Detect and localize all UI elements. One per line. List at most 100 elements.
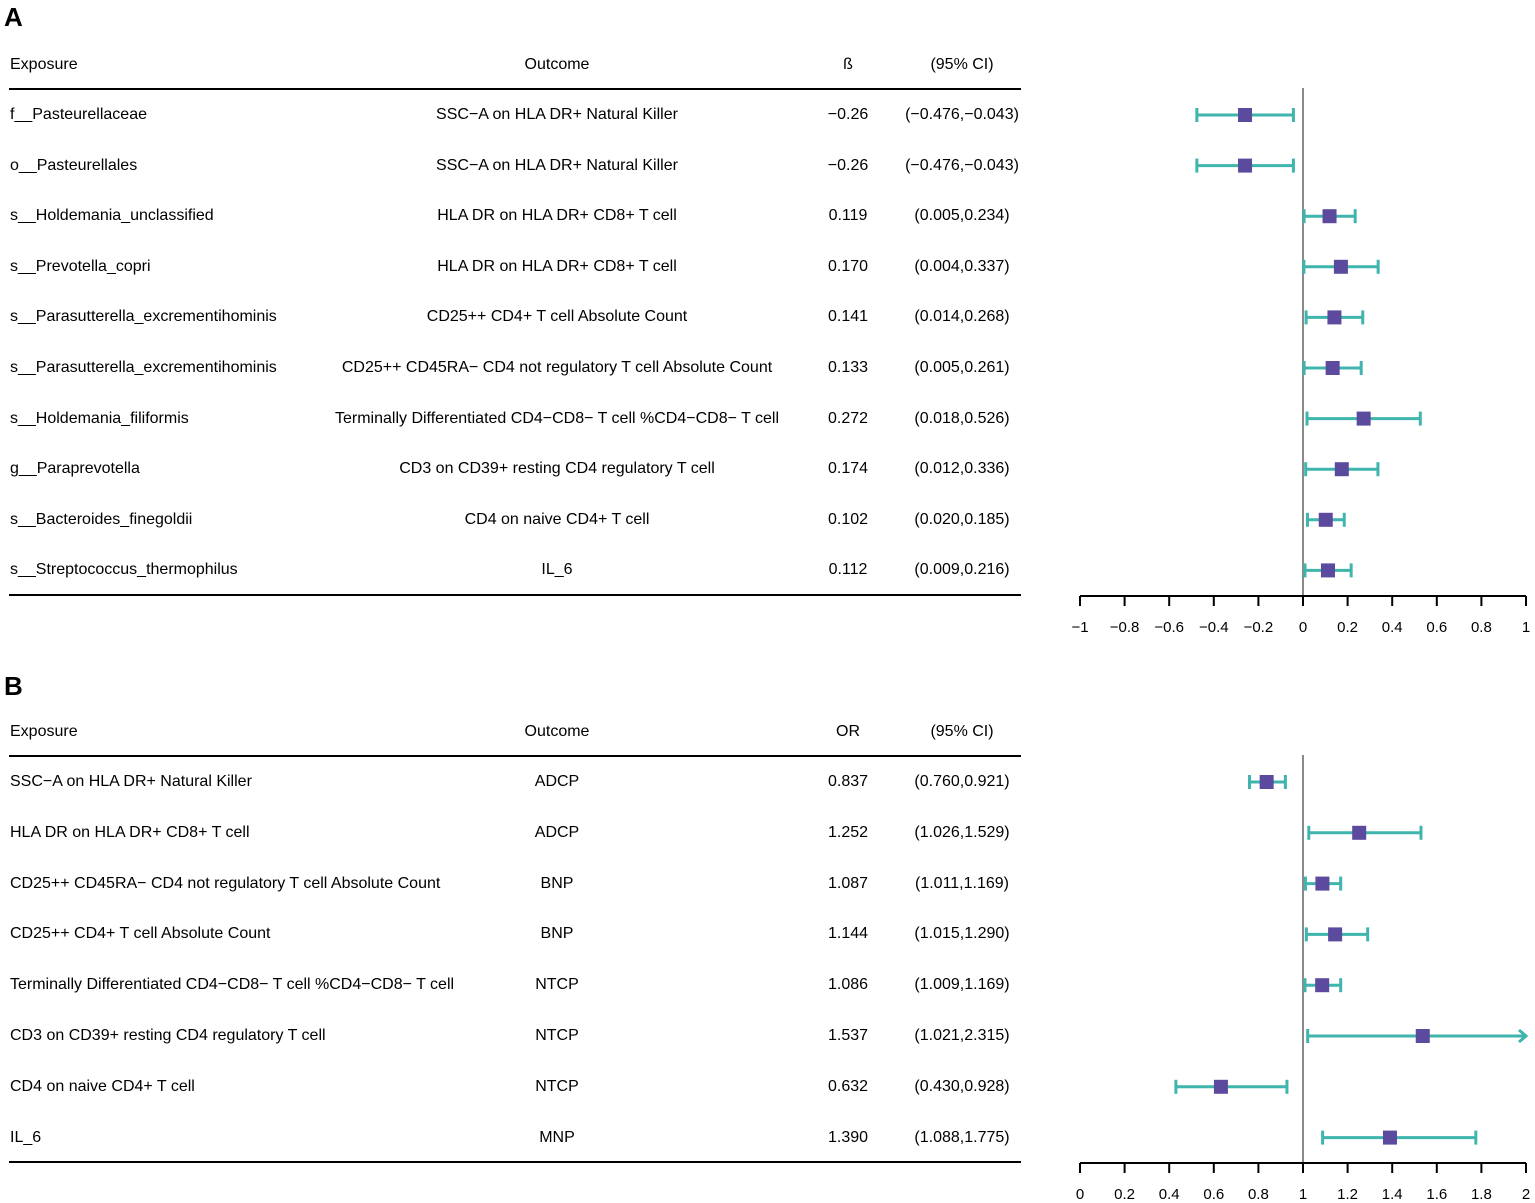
panel-a-row-1-ci: (−0.476,−0.043) bbox=[905, 106, 1019, 123]
panel-a-row-8-estimate: 0.174 bbox=[827, 460, 869, 478]
panel-b-tick-label-4: 0.6 bbox=[1203, 1186, 1224, 1203]
panel-a-row-2-outcome: SSC−A on HLA DR+ Natural Killer bbox=[436, 156, 678, 174]
panel-a-row-7-exposure: s__Holdemania_filiformis bbox=[10, 409, 189, 427]
panel-a-row-9-estimate: 0.102 bbox=[827, 510, 869, 528]
panel-b-row-6-outcome: NTCP bbox=[535, 1027, 579, 1044]
panel-a-row-10-outcome: IL_6 bbox=[541, 561, 573, 579]
panel-a-row-6-estimate: 0.133 bbox=[827, 359, 869, 376]
panel-a-header-exposure: Exposure bbox=[10, 56, 78, 73]
panel-a-row-9-ci: (0.020,0.185) bbox=[914, 510, 1010, 528]
panel-a-point-6 bbox=[1325, 361, 1340, 375]
panel-b-row-3-exposure: CD25++ CD45RA− CD4 not regulatory T cell… bbox=[10, 874, 441, 892]
panel-a-row-9-exposure: s__Bacteroides_finegoldii bbox=[10, 510, 193, 528]
panel-b-row-3-ci: (1.011,1.169) bbox=[915, 874, 1009, 892]
panel-a-row-7-estimate: 0.272 bbox=[827, 409, 869, 427]
panel-a-tick-label-11: 1 bbox=[1522, 619, 1530, 636]
panel-b-row-3-estimate: 1.087 bbox=[827, 874, 869, 892]
panel-a-row-5-ci: (0.014,0.268) bbox=[914, 308, 1010, 326]
panel-a-header-ci: (95% CI) bbox=[930, 56, 994, 73]
panel-b-row-4-exposure: CD25++ CD4+ T cell Absolute Count bbox=[10, 925, 271, 943]
panel-b-row-8-ci: (1.088,1.775) bbox=[914, 1128, 1010, 1146]
panel-a-point-1 bbox=[1238, 108, 1253, 122]
panel-a-row-1-outcome: SSC−A on HLA DR+ Natural Killer bbox=[436, 106, 678, 123]
panel-b-ci-arrow-6 bbox=[1518, 1028, 1529, 1044]
panel-a-tick-label-10: 0.8 bbox=[1471, 619, 1492, 636]
panel-b-tick-label-7: 1.2 bbox=[1337, 1186, 1358, 1203]
panel-a-tick-label-2: −0.8 bbox=[1110, 619, 1140, 636]
panel-b-row-1-exposure: SSC−A on HLA DR+ Natural Killer bbox=[10, 773, 252, 790]
panel-b-tick-label-9: 1.6 bbox=[1426, 1186, 1447, 1203]
panel-b-row-7-estimate: 0.632 bbox=[827, 1077, 869, 1095]
panel-b-tick-label-1: 0 bbox=[1076, 1186, 1084, 1203]
panel-b-point-4 bbox=[1328, 927, 1343, 942]
panel-b-point-8 bbox=[1382, 1130, 1397, 1145]
panel-a-point-4 bbox=[1333, 259, 1348, 274]
panel-a-row-9-outcome: CD4 on naive CD4+ T cell bbox=[464, 510, 650, 528]
panel-a-header-rule bbox=[9, 88, 1021, 90]
panel-b-header-ci: (95% CI) bbox=[930, 723, 994, 740]
panel-b-row-5-exposure: Terminally Differentiated CD4−CD8− T cel… bbox=[10, 976, 455, 994]
panel-a-row-7-outcome: Terminally Differentiated CD4−CD8− T cel… bbox=[334, 409, 780, 427]
panel-b-header-estimate: OR bbox=[836, 723, 860, 740]
panel-a-row-4-exposure: s__Prevotella_copri bbox=[10, 257, 151, 275]
panel-b-row-2-outcome: ADCP bbox=[534, 823, 580, 841]
panel-a-tick-label-3: −0.6 bbox=[1154, 619, 1184, 636]
panel-b-tick-label-5: 0.8 bbox=[1248, 1186, 1269, 1203]
panel-b-tick-label-6: 1 bbox=[1299, 1186, 1307, 1203]
panel-b-row-8-outcome: MNP bbox=[539, 1128, 575, 1146]
panel-b-row-2-exposure: HLA DR on HLA DR+ CD8+ T cell bbox=[10, 823, 250, 841]
panel-b-point-7 bbox=[1213, 1079, 1228, 1094]
panel-a-point-2 bbox=[1238, 158, 1253, 173]
panel-b-point-3 bbox=[1315, 876, 1330, 891]
panel-b-header-rule bbox=[9, 755, 1021, 757]
panel-a-row-8-ci: (0.012,0.336) bbox=[914, 460, 1010, 478]
panel-b-row-1-ci: (0.760,0.921) bbox=[914, 773, 1010, 790]
panel-a-row-1-estimate: −0.26 bbox=[827, 106, 869, 123]
panel-b-header-exposure: Exposure bbox=[10, 723, 78, 740]
panel-a-row-8-exposure: g__Paraprevotella bbox=[10, 460, 140, 478]
panel-b-row-4-estimate: 1.144 bbox=[827, 925, 869, 943]
panel-b-row-3-outcome: BNP bbox=[540, 874, 574, 892]
panel-a-tick-label-8: 0.4 bbox=[1382, 619, 1403, 636]
panel-b-point-2 bbox=[1352, 825, 1367, 840]
panel-a-point-9 bbox=[1318, 512, 1333, 527]
panel-a-tick-label-9: 0.6 bbox=[1426, 619, 1447, 636]
panel-a-row-7-ci: (0.018,0.526) bbox=[914, 409, 1010, 427]
panel-b-row-7-exposure: CD4 on naive CD4+ T cell bbox=[10, 1077, 195, 1095]
panel-a-row-8-outcome: CD3 on CD39+ resting CD4 regulatory T ce… bbox=[399, 460, 715, 478]
panel-b-point-6 bbox=[1415, 1029, 1430, 1043]
panel-b-row-4-ci: (1.015,1.290) bbox=[914, 925, 1010, 943]
panel-a-row-4-estimate: 0.170 bbox=[827, 257, 869, 275]
panel-b-tick-label-2: 0.2 bbox=[1114, 1186, 1135, 1203]
panel-a-point-7 bbox=[1356, 411, 1371, 426]
panel-b-tick-label-8: 1.4 bbox=[1382, 1186, 1403, 1203]
panel-b-tick-label-11: 2 bbox=[1522, 1186, 1530, 1203]
panel-b-row-8-estimate: 1.390 bbox=[827, 1128, 869, 1146]
panel-a-row-6-outcome: CD25++ CD45RA− CD4 not regulatory T cell… bbox=[341, 359, 773, 376]
panel-b-row-5-ci: (1.009,1.169) bbox=[914, 976, 1010, 994]
panel-b-row-2-estimate: 1.252 bbox=[827, 823, 869, 841]
panel-a-row-4-ci: (0.004,0.337) bbox=[914, 257, 1010, 275]
panel-a-point-5 bbox=[1327, 310, 1342, 325]
panel-b-point-5 bbox=[1315, 978, 1330, 993]
panel-b-row-4-outcome: BNP bbox=[540, 925, 574, 943]
panel-a-tick-label-1: −1 bbox=[1071, 619, 1088, 636]
panel-b-row-5-estimate: 1.086 bbox=[827, 976, 869, 994]
panel-a-row-10-exposure: s__Streptococcus_thermophilus bbox=[10, 561, 238, 579]
panel-b-header-outcome: Outcome bbox=[524, 723, 590, 740]
panel-a-row-2-estimate: −0.26 bbox=[827, 156, 869, 174]
panel-b-row-5-outcome: NTCP bbox=[535, 976, 579, 994]
panel-a-row-2-ci: (−0.476,−0.043) bbox=[905, 156, 1019, 174]
panel-a-tick-label-5: −0.2 bbox=[1244, 619, 1274, 636]
panel-a-point-3 bbox=[1322, 209, 1337, 224]
panel-a-row-3-estimate: 0.119 bbox=[828, 207, 868, 225]
panel-a-header-outcome: Outcome bbox=[524, 56, 590, 73]
panel-a-row-10-ci: (0.009,0.216) bbox=[914, 561, 1010, 579]
panel-b-row-1-outcome: ADCP bbox=[534, 773, 580, 790]
panel-a-row-1-exposure: f__Pasteurellaceae bbox=[10, 106, 147, 123]
panel-b-tick-label-3: 0.4 bbox=[1159, 1186, 1180, 1203]
panel-a-label: A bbox=[4, 2, 23, 32]
panel-a-row-5-estimate: 0.141 bbox=[827, 308, 869, 326]
panel-a-header-estimate: ß bbox=[843, 56, 853, 73]
